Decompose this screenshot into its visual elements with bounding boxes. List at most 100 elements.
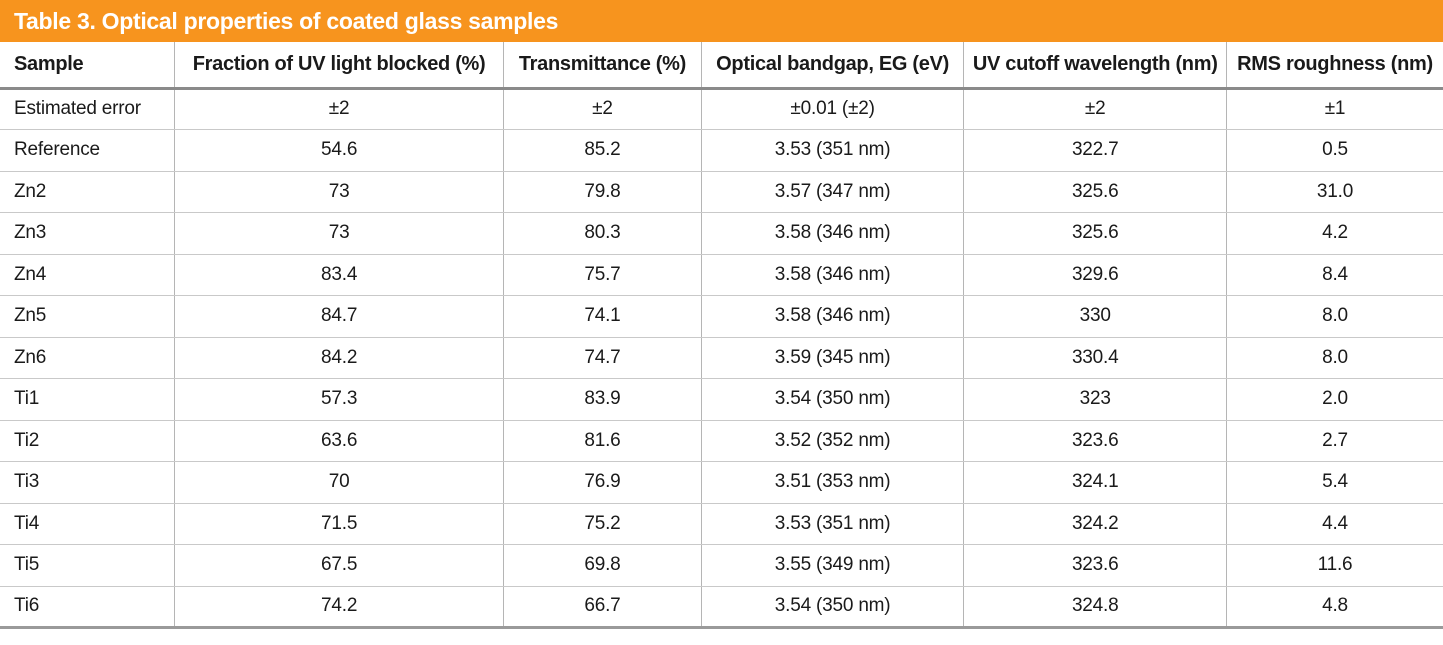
table-cell: 4.4 xyxy=(1226,503,1443,545)
table-cell: 74.7 xyxy=(503,337,702,379)
table-cell: 57.3 xyxy=(174,378,505,421)
table-cell: 324.2 xyxy=(963,503,1228,545)
table-header: Sample Fraction of UV light blocked (%) Tr… xyxy=(0,42,1443,90)
table-cell: 3.59 (345 nm) xyxy=(701,337,965,379)
table-cell: 54.6 xyxy=(174,129,505,172)
table-cell: 83.4 xyxy=(174,254,505,296)
table-cell: 67.5 xyxy=(174,544,505,587)
table-body: Estimated error ±2 ±2 ±0.01 (±2) ±2 ±1 Referen… xyxy=(0,88,1443,629)
table-cell: 3.51 (353 nm) xyxy=(701,461,965,504)
table-cell: 323.6 xyxy=(963,544,1228,587)
column-header: Sample xyxy=(0,42,176,90)
table-row: Zn4 83.4 75.7 3.58 (346 nm) 329.6 8.4 xyxy=(0,254,1443,296)
table-cell: 3.53 (351 nm) xyxy=(701,129,965,172)
table-cell: 80.3 xyxy=(503,212,702,255)
table-cell: 8.0 xyxy=(1226,295,1443,338)
table-cell: 323.6 xyxy=(963,420,1228,462)
table-cell: 0.5 xyxy=(1226,129,1443,172)
table-cell: 4.8 xyxy=(1226,586,1443,629)
table-cell: 11.6 xyxy=(1226,544,1443,587)
table-cell: 74.2 xyxy=(174,586,505,629)
table-cell: 3.57 (347 nm) xyxy=(701,171,965,213)
table-cell: Estimated error xyxy=(0,88,176,130)
table-cell: 325.6 xyxy=(963,212,1228,255)
table-cell: 330.4 xyxy=(963,337,1228,379)
table-cell: 3.58 (346 nm) xyxy=(701,295,965,338)
column-header: RMS roughness (nm) xyxy=(1226,42,1443,90)
table-cell: Zn4 xyxy=(0,254,176,296)
table-cell: 322.7 xyxy=(963,129,1228,172)
column-header: Transmittance (%) xyxy=(503,42,702,90)
table-cell: Zn6 xyxy=(0,337,176,379)
table-cell: 330 xyxy=(963,295,1228,338)
table-cell: Ti1 xyxy=(0,378,176,421)
table-cell: 73 xyxy=(174,171,505,213)
table-cell: ±2 xyxy=(174,88,505,130)
table-row: Ti2 63.6 81.6 3.52 (352 nm) 323.6 2.7 xyxy=(0,420,1443,462)
table-cell: Ti3 xyxy=(0,461,176,504)
table-cell: 2.7 xyxy=(1226,420,1443,462)
table-cell: 84.7 xyxy=(174,295,505,338)
table-cell: 70 xyxy=(174,461,505,504)
table-row: Ti4 71.5 75.2 3.53 (351 nm) 324.2 4.4 xyxy=(0,503,1443,545)
table-cell: 3.53 (351 nm) xyxy=(701,503,965,545)
table-cell: 2.0 xyxy=(1226,378,1443,421)
table-cell: ±1 xyxy=(1226,88,1443,130)
table-cell: Zn2 xyxy=(0,171,176,213)
table-title-bar: Table 3. Optical properties of coated gl… xyxy=(0,0,1443,42)
table-cell: 3.58 (346 nm) xyxy=(701,212,965,255)
table-cell: 3.54 (350 nm) xyxy=(701,586,965,629)
table-cell: 3.54 (350 nm) xyxy=(701,378,965,421)
table-cell: 3.58 (346 nm) xyxy=(701,254,965,296)
table-row: Ti6 74.2 66.7 3.54 (350 nm) 324.8 4.8 xyxy=(0,586,1443,629)
table-cell: 8.4 xyxy=(1226,254,1443,296)
table-cell: 4.2 xyxy=(1226,212,1443,255)
table-title: Table 3. Optical properties of coated gl… xyxy=(14,7,559,34)
table-cell: 74.1 xyxy=(503,295,702,338)
table-cell: Zn5 xyxy=(0,295,176,338)
table-cell: 325.6 xyxy=(963,171,1228,213)
table-cell: Reference xyxy=(0,129,176,172)
column-header: Optical bandgap, EG (eV) xyxy=(701,42,965,90)
table-cell: Ti6 xyxy=(0,586,176,629)
table-cell: 71.5 xyxy=(174,503,505,545)
table-row: Zn5 84.7 74.1 3.58 (346 nm) 330 8.0 xyxy=(0,295,1443,338)
table-cell: 66.7 xyxy=(503,586,702,629)
table-row: Ti1 57.3 83.9 3.54 (350 nm) 323 2.0 xyxy=(0,378,1443,421)
table-row: Zn3 73 80.3 3.58 (346 nm) 325.6 4.2 xyxy=(0,212,1443,255)
table-cell: ±2 xyxy=(503,88,702,130)
table-row: Zn2 73 79.8 3.57 (347 nm) 325.6 31.0 xyxy=(0,171,1443,213)
table-cell: Ti5 xyxy=(0,544,176,587)
table-cell: 3.52 (352 nm) xyxy=(701,420,965,462)
table-cell: 8.0 xyxy=(1226,337,1443,379)
table-cell: 323 xyxy=(963,378,1228,421)
table-cell: 324.8 xyxy=(963,586,1228,629)
table-cell: ±0.01 (±2) xyxy=(701,88,965,130)
table-row: Estimated error ±2 ±2 ±0.01 (±2) ±2 ±1 xyxy=(0,88,1443,130)
table-cell: 75.2 xyxy=(503,503,702,545)
table-cell: 324.1 xyxy=(963,461,1228,504)
table-row: Ti5 67.5 69.8 3.55 (349 nm) 323.6 11.6 xyxy=(0,544,1443,587)
table-cell: 76.9 xyxy=(503,461,702,504)
table-row: Ti3 70 76.9 3.51 (353 nm) 324.1 5.4 xyxy=(0,461,1443,504)
table-cell: 73 xyxy=(174,212,505,255)
table-cell: Ti4 xyxy=(0,503,176,545)
data-table: Sample Fraction of UV light blocked (%) Tr… xyxy=(0,42,1443,629)
table-cell: 5.4 xyxy=(1226,461,1443,504)
table-cell: Zn3 xyxy=(0,212,176,255)
table-cell: 85.2 xyxy=(503,129,702,172)
table-cell: 63.6 xyxy=(174,420,505,462)
table-cell: 31.0 xyxy=(1226,171,1443,213)
table-cell: 69.8 xyxy=(503,544,702,587)
table-cell: 3.55 (349 nm) xyxy=(701,544,965,587)
table-cell: Ti2 xyxy=(0,420,176,462)
column-header: Fraction of UV light blocked (%) xyxy=(174,42,505,90)
table-row: Zn6 84.2 74.7 3.59 (345 nm) 330.4 8.0 xyxy=(0,337,1443,379)
table-cell: 81.6 xyxy=(503,420,702,462)
table-cell: 79.8 xyxy=(503,171,702,213)
table-row: Reference 54.6 85.2 3.53 (351 nm) 322.7 0.5 xyxy=(0,129,1443,172)
header-row: Sample Fraction of UV light blocked (%) Tr… xyxy=(0,42,1443,90)
table-cell: 83.9 xyxy=(503,378,702,421)
column-header: UV cutoff wavelength (nm) xyxy=(963,42,1228,90)
